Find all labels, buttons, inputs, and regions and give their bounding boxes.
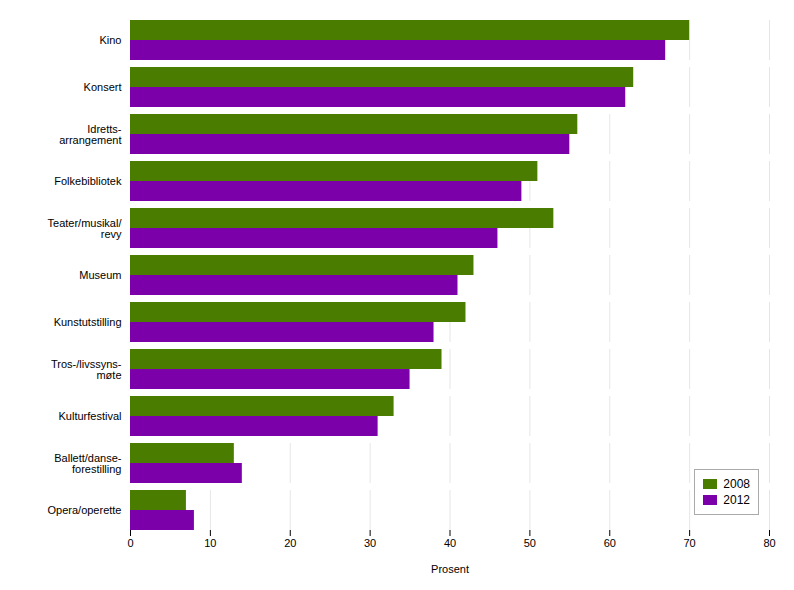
svg-text:Konsert: Konsert <box>84 81 122 93</box>
svg-text:10: 10 <box>204 537 216 549</box>
svg-text:40: 40 <box>444 537 456 549</box>
svg-text:50: 50 <box>524 537 536 549</box>
svg-text:Folkebibliotek: Folkebibliotek <box>54 175 122 187</box>
svg-text:Kino: Kino <box>99 34 121 46</box>
html-text:2012: 2012 <box>723 493 750 507</box>
html-text:2008: 2008 <box>723 477 750 491</box>
svg-text:Opera/operette: Opera/operette <box>48 504 122 516</box>
svg-text:20: 20 <box>284 537 296 549</box>
svg-text:Ballett/danse-forestilling: Ballett/danse-forestilling <box>54 452 122 475</box>
svg-text:Tros-/livssyns-møte: Tros-/livssyns-møte <box>51 358 122 381</box>
svg-text:Teater/musikal/revy: Teater/musikal/revy <box>48 217 123 240</box>
svg-text:Kulturfestival: Kulturfestival <box>59 410 122 422</box>
svg-text:Museum: Museum <box>79 269 121 281</box>
svg-text:Idretts-arrangement: Idretts-arrangement <box>59 123 122 146</box>
svg-text:60: 60 <box>604 537 616 549</box>
svg-text:30: 30 <box>364 537 376 549</box>
svg-text:Kunstutstilling: Kunstutstilling <box>54 316 122 328</box>
svg-text:Prosent: Prosent <box>431 563 469 575</box>
svg-text:0: 0 <box>127 537 133 549</box>
svg-text:80: 80 <box>763 537 775 549</box>
svg-text:70: 70 <box>684 537 696 549</box>
